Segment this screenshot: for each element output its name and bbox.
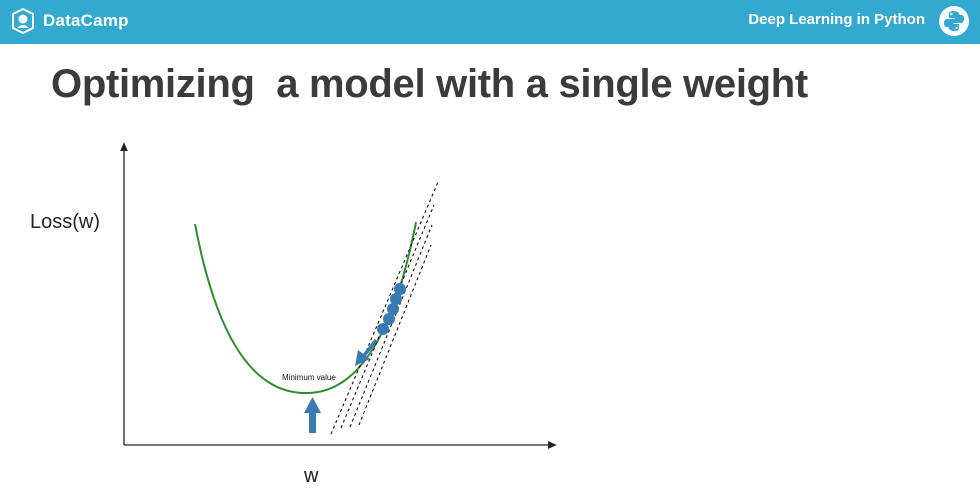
descent-point <box>390 293 402 305</box>
descent-point <box>383 313 395 325</box>
y-axis-label: Loss(w) <box>30 211 101 233</box>
datacamp-logo[interactable]: DataCamp <box>9 6 129 36</box>
slide-title: Optimizing a model with a single weight <box>51 62 808 106</box>
minimum-arrow <box>304 397 321 433</box>
tangent-line <box>358 244 432 426</box>
descent-point <box>377 323 389 335</box>
tangent-line <box>349 224 433 428</box>
course-title: Deep Learning in Python <box>748 11 925 28</box>
tangent-lines <box>330 181 439 435</box>
descent-points <box>377 283 406 335</box>
loss-curve <box>194 221 417 395</box>
brand-name: DataCamp <box>43 11 129 30</box>
descent-point <box>394 283 406 295</box>
x-axis-label: w <box>304 465 319 487</box>
datacamp-logo-icon <box>12 7 34 35</box>
tangent-line <box>330 181 439 435</box>
minimum-value-label: Minimum value <box>282 373 336 382</box>
top-bar: DataCamp Deep Learning in Python <box>0 0 980 44</box>
python-logo-icon <box>939 6 969 36</box>
descent-point <box>387 303 399 315</box>
descent-arrow <box>355 338 378 366</box>
